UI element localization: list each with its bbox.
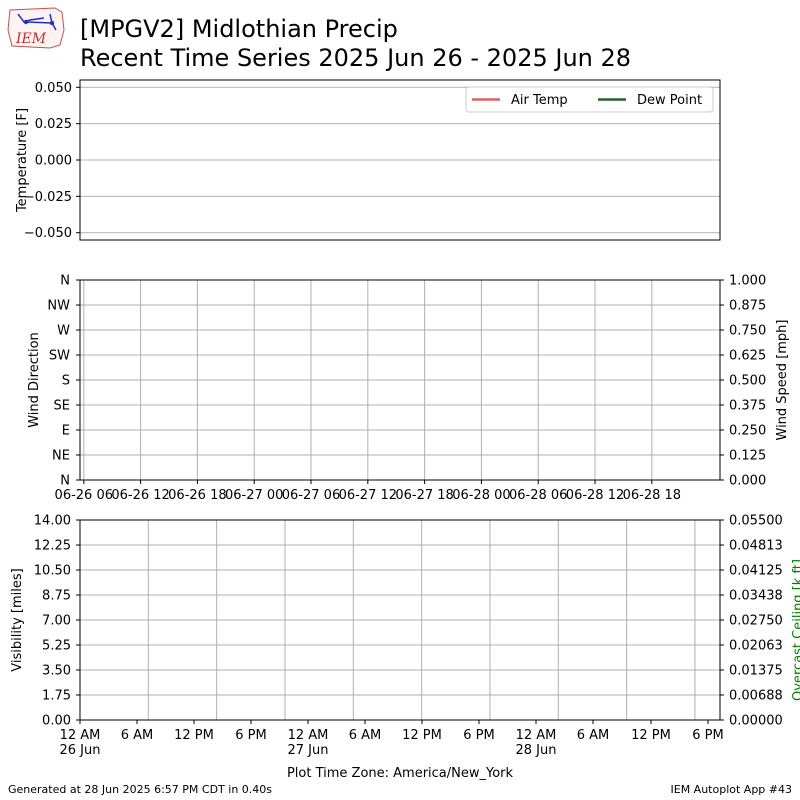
vis-xtick-label: 6 AM [349, 728, 382, 743]
temp-ytick-label: −0.025 [24, 190, 72, 205]
vis-xtick-label: 6 AM [577, 728, 610, 743]
wind-ytick-label: W [57, 324, 70, 339]
temp-ytick-label: 0.025 [35, 117, 72, 132]
wind-xtick-label: 06-26 12 [111, 488, 169, 503]
vis-right-tick-label: 0.00688 [729, 689, 783, 704]
temp-ytick-label: 0.000 [35, 154, 72, 169]
temp-panel-frame [79, 79, 721, 241]
temp-ytick-label: 0.050 [35, 81, 72, 96]
vis-xtick-label: 12 PM [402, 728, 442, 743]
temp-legend: Air Temp Dew Point [465, 86, 714, 113]
legend-label: Air Temp [511, 93, 568, 108]
wind-right-tick-label: 0.750 [729, 324, 766, 339]
vis-xtick-label: 27 Jun [288, 743, 329, 758]
vis-ytick-label: 0.00 [42, 714, 71, 729]
vis-xtick-label: 6 AM [121, 728, 154, 743]
vis-panel-frame [79, 519, 721, 721]
wind-ylabel-right: Wind Speed [mph] [775, 320, 790, 441]
vis-ytick-label: 1.75 [42, 689, 71, 704]
vis-ytick-label: 8.75 [42, 589, 71, 604]
wind-xtick-label: 06-27 00 [225, 488, 283, 503]
wind-xtick-label: 06-27 06 [282, 488, 340, 503]
wind-xtick-label: 06-28 00 [452, 488, 510, 503]
vis-right-tick-label: 0.05500 [729, 514, 783, 529]
vis-ylabel-right: Overcast Ceiling [k ft] [791, 559, 800, 701]
wind-xtick-label: 06-27 18 [395, 488, 453, 503]
wind-xtick-label: 06-28 12 [566, 488, 624, 503]
wind-right-tick-label: 1.000 [729, 274, 766, 289]
wind-ytick-label: E [62, 424, 70, 439]
vis-xtick-label: 12 AM [60, 728, 101, 743]
vis-xtick-label: 12 PM [174, 728, 214, 743]
vis-xtick-label: 12 AM [516, 728, 557, 743]
vis-xtick-label: 26 Jun [60, 743, 101, 758]
iem-logo: IEM [7, 7, 65, 49]
wind-right-tick-label: 0.625 [729, 349, 766, 364]
wind-ytick-label: N [60, 274, 70, 289]
vis-ylabel: Visibility [miles] [10, 568, 25, 671]
legend-box [465, 86, 714, 113]
vis-ytick-label: 12.25 [34, 539, 71, 554]
wind-right-tick-label: 0.375 [729, 399, 766, 414]
vis-right-tick-label: 0.01375 [729, 664, 783, 679]
logo-state-outline [7, 7, 65, 49]
vis-right-tick-label: 0.03438 [729, 589, 783, 604]
vis-ytick-label: 3.50 [42, 664, 71, 679]
wind-panel-frame [79, 279, 721, 481]
vis-right-tick-label: 0.02750 [729, 614, 783, 629]
wind-ytick-label: SW [49, 349, 70, 364]
wind-right-tick-label: 0.000 [729, 474, 766, 489]
chart-subtitle: Recent Time Series 2025 Jun 26 - 2025 Ju… [80, 44, 632, 72]
footer-app: IEM Autoplot App #43 [670, 783, 793, 796]
wind-xtick-label: 06-28 18 [623, 488, 681, 503]
wind-xtick-label: 06-27 12 [339, 488, 397, 503]
vis-right-tick-label: 0.04125 [729, 564, 783, 579]
wind-right-tick-label: 0.875 [729, 299, 766, 314]
wind-xtick-label: 06-26 06 [55, 488, 113, 503]
wind-xtick-label: 06-28 06 [509, 488, 567, 503]
wind-right-tick-label: 0.250 [729, 424, 766, 439]
vis-ytick-label: 10.50 [34, 564, 71, 579]
vis-xtick-label: 6 PM [463, 728, 494, 743]
vis-right-tick-label: 0.02063 [729, 639, 783, 654]
vis-right-tick-label: 0.04813 [729, 539, 783, 554]
wind-ytick-label: N [60, 474, 70, 489]
wind-right-tick-label: 0.125 [729, 449, 766, 464]
wind-ytick-label: NW [47, 299, 70, 314]
footer-generated: Generated at 28 Jun 2025 6:57 PM CDT in … [8, 783, 273, 796]
vis-ytick-label: 7.00 [42, 614, 71, 629]
vis-xtick-label: 12 AM [288, 728, 329, 743]
wind-ylabel: Wind Direction [27, 332, 42, 428]
vis-ytick-label: 5.25 [42, 639, 71, 654]
vis-right-tick-label: 0.00000 [729, 714, 783, 729]
vis-xlabel: Plot Time Zone: America/New_York [287, 766, 514, 781]
logo-text: IEM [15, 31, 47, 47]
vis-xtick-label: 28 Jun [516, 743, 557, 758]
vis-xtick-label: 6 PM [692, 728, 723, 743]
temp-ylabel: Temperature [F] [15, 108, 30, 213]
vis-xtick-label: 6 PM [235, 728, 266, 743]
logo-node [49, 20, 55, 26]
wind-ytick-label: S [62, 374, 70, 389]
wind-ytick-label: SE [54, 399, 70, 414]
wind-ytick-label: NE [52, 449, 70, 464]
logo-node [23, 19, 29, 25]
chart-title: [MPGV2] Midlothian Precip [80, 15, 398, 43]
temp-ytick-label: −0.050 [24, 226, 72, 241]
wind-xtick-label: 06-26 18 [168, 488, 226, 503]
wind-right-tick-label: 0.500 [729, 374, 766, 389]
vis-ytick-label: 14.00 [34, 514, 71, 529]
legend-label: Dew Point [637, 93, 702, 108]
vis-xtick-label: 12 PM [631, 728, 671, 743]
